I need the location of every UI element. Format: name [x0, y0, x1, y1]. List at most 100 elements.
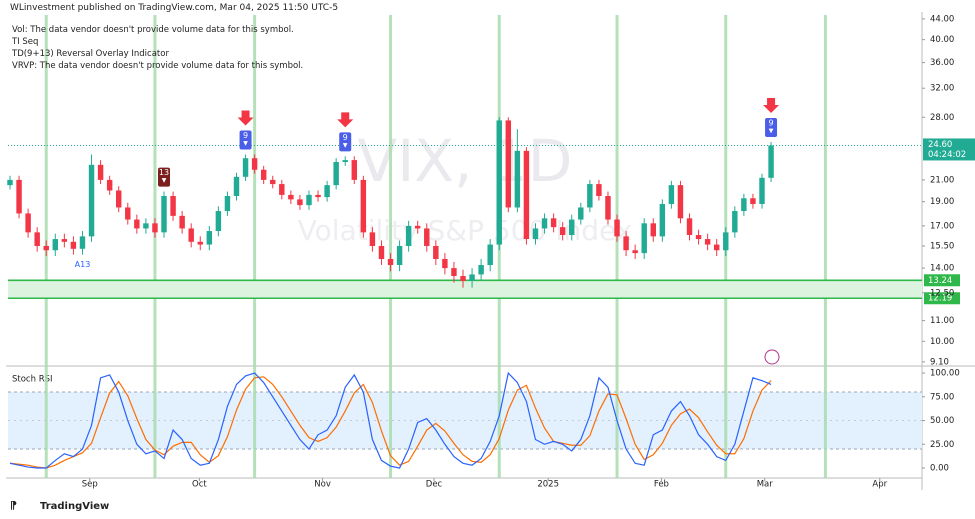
candle-body: [270, 179, 276, 185]
candle-body: [514, 150, 521, 208]
header: WLinvestment published on TradingView.co…: [10, 3, 339, 13]
candle-body: [34, 232, 40, 246]
candle-body: [478, 265, 484, 275]
note-label: A13: [75, 260, 91, 269]
candle-body: [659, 203, 666, 237]
candle-body: [279, 184, 285, 195]
candle-body: [161, 196, 167, 233]
y-tick-label: 40.00: [930, 35, 954, 45]
candle-body: [614, 219, 620, 237]
candle-body: [52, 239, 59, 251]
setup-glyph: ▼: [769, 127, 774, 134]
event-icon[interactable]: [764, 349, 780, 365]
candle-body: [550, 218, 557, 228]
setup-label: 9: [243, 131, 248, 140]
stoch-y-tick-label: 100.00: [930, 369, 960, 379]
last-price-label: 24.60: [928, 140, 952, 150]
y-tick-label: 21.00: [930, 175, 954, 185]
candle-body: [578, 207, 584, 220]
indicator-list: Vol: The data vendor doesn't provide vol…: [12, 24, 303, 72]
candle-body: [16, 179, 22, 214]
candle-body: [605, 196, 611, 220]
x-tick-label: Apr: [872, 480, 887, 490]
watermark-name: Volatility S&P 500 Index: [298, 214, 633, 247]
footer-logo: TradingView: [40, 501, 109, 512]
candle-body: [7, 179, 13, 186]
candle-body: [623, 236, 629, 251]
candle-body: [424, 228, 430, 246]
candle-body: [342, 160, 348, 162]
candle-body: [469, 274, 475, 281]
zone-label: 13.24: [928, 276, 952, 286]
y-tick-label: 36.00: [930, 58, 954, 68]
logo-icon: ⁋: [10, 499, 17, 512]
candle-body: [686, 218, 693, 236]
y-tick-label: 28.00: [930, 113, 954, 123]
candle-body: [741, 198, 747, 212]
candle-body: [260, 169, 267, 180]
x-tick-label: Feb: [654, 480, 669, 490]
signal-line: [253, 15, 257, 478]
zone-label: 12.19: [928, 294, 952, 304]
candle-body: [487, 244, 493, 266]
candle-body: [206, 231, 213, 245]
candle-body: [106, 179, 113, 191]
y-tick-label: 44.00: [930, 14, 954, 24]
sell-arrow: [337, 112, 354, 128]
candle-body: [333, 161, 339, 186]
x-tick-label: Oct: [192, 480, 207, 490]
y-tick-label: 17.00: [930, 221, 954, 231]
setup-box: [339, 132, 352, 152]
setup-box: [158, 167, 171, 187]
y-tick-label: 14.00: [930, 264, 954, 274]
countdown: 04:24:02: [928, 150, 966, 160]
candle-body: [369, 232, 376, 246]
candle-body: [677, 185, 684, 219]
stoch-d-line: [9, 376, 772, 469]
candle-body: [288, 194, 294, 200]
candle-body: [496, 120, 502, 245]
candle-body: [215, 211, 222, 232]
setup-label: 9: [343, 133, 348, 142]
setup-box: [239, 130, 252, 150]
signal-line: [153, 15, 157, 478]
candle-body: [224, 196, 231, 212]
candle-body: [768, 145, 774, 178]
y-tick-label: 12.50: [930, 288, 954, 298]
candle-body: [143, 223, 149, 229]
candle-body: [188, 228, 194, 242]
zone-label-box: [924, 292, 960, 305]
candle-body: [569, 219, 575, 236]
candle-body: [242, 158, 249, 177]
candle-body: [405, 225, 412, 246]
setup-glyph: ▼: [343, 142, 348, 149]
x-tick-label: 2025: [537, 480, 559, 490]
candle-body: [97, 164, 104, 180]
candle-body: [378, 245, 385, 259]
sell-arrow: [763, 97, 780, 113]
candle-body: [43, 245, 49, 251]
candle-body: [532, 228, 539, 240]
candle-body: [414, 225, 421, 229]
stoch-k-line: [9, 371, 772, 469]
candle-body: [668, 185, 675, 204]
candle-body: [695, 235, 702, 240]
sell-arrow: [237, 110, 254, 126]
candle-body: [360, 179, 367, 233]
x-tick-label: Dec: [426, 480, 443, 490]
candle-body: [713, 244, 720, 251]
candle-body: [297, 199, 303, 206]
candle-body: [134, 219, 140, 229]
candle-body: [641, 223, 647, 254]
watermark-symbol: VIX, 1D: [358, 127, 573, 195]
setup-glyph: ▼: [243, 140, 248, 147]
candle-body: [25, 213, 31, 233]
candle-body: [351, 160, 358, 180]
candle-body: [559, 227, 566, 236]
candle-body: [79, 236, 86, 249]
candle-body: [88, 164, 95, 237]
candle-body: [505, 120, 512, 208]
candle-body: [170, 196, 176, 216]
